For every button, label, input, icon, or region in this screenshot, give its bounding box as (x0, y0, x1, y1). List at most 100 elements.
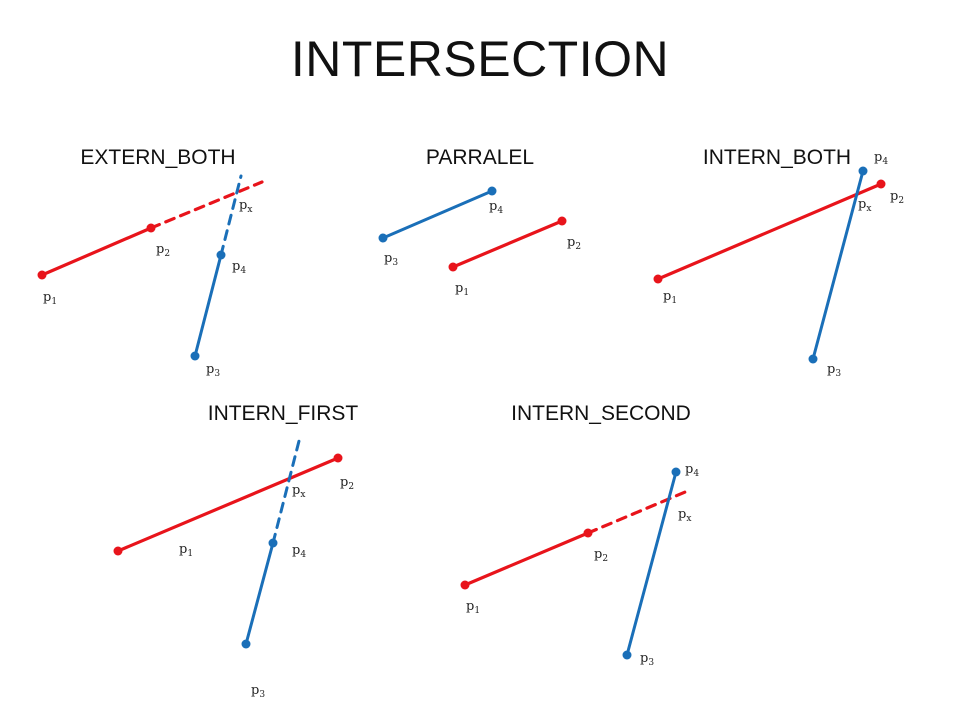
extension-p3-p4 (271, 439, 301, 545)
label-subscript: x (247, 205, 252, 215)
label-base: p (640, 651, 648, 666)
p2-point (487, 186, 497, 196)
label-subscript: x (300, 490, 305, 500)
label-subscript: 1 (463, 288, 469, 298)
label-p3: p3 (206, 362, 220, 379)
segment-p3-p4 (193, 253, 223, 358)
segment-p3-p4 (625, 470, 678, 657)
label-px: px (239, 198, 252, 215)
label-base: p (858, 197, 866, 212)
label-px: px (858, 197, 871, 214)
label-base: p (874, 150, 882, 165)
label-base: p (455, 281, 463, 296)
label-base: p (179, 542, 187, 557)
extension-p1-p2 (586, 488, 692, 535)
label-base: p (567, 235, 575, 250)
segment-p3-p4 (244, 541, 275, 646)
label-subscript: 1 (671, 296, 677, 306)
p1-point (378, 233, 388, 243)
label-p2: p2 (890, 189, 904, 206)
p3-point (622, 650, 632, 660)
label-base: p (685, 462, 693, 477)
label-p1: p1 (179, 542, 193, 559)
segment-p1-p2 (451, 219, 564, 269)
label-subscript: 1 (474, 606, 480, 616)
p1-point (37, 270, 47, 280)
segment-p3-p4 (811, 169, 865, 361)
p2-point (876, 179, 886, 189)
slide-title: INTERSECTION (290, 31, 670, 87)
label-subscript: x (686, 514, 691, 524)
panel-title: PARRALEL (426, 146, 534, 169)
label-base: p (384, 251, 392, 266)
label-base: p (292, 483, 300, 498)
label-subscript: 3 (392, 258, 398, 268)
p2-point (146, 223, 156, 233)
label-base: p (292, 543, 300, 558)
label-subscript: 4 (882, 157, 888, 167)
segment-p1-p2 (116, 456, 340, 553)
label-p4: p4 (685, 462, 699, 479)
p2-point (583, 528, 593, 538)
p4-point (858, 166, 868, 176)
p3-point (190, 351, 200, 361)
p1-point (113, 546, 123, 556)
p3-point (241, 639, 251, 649)
label-base: p (890, 189, 898, 204)
p1-point (460, 580, 470, 590)
extension-p1-p2 (149, 180, 264, 230)
label-subscript: 2 (602, 554, 608, 564)
panel-title: INTERN_BOTH (703, 146, 851, 169)
p3-point (808, 354, 818, 364)
label-p2: p2 (340, 475, 354, 492)
label-p2: p2 (567, 235, 581, 252)
label-p3: p3 (251, 683, 265, 700)
p1-point (653, 274, 663, 284)
label-base: p (827, 362, 835, 377)
label-subscript: x (866, 204, 871, 214)
panel-title: INTERN_FIRST (208, 402, 359, 425)
label-px: px (678, 507, 691, 524)
label-p2: p2 (594, 547, 608, 564)
p3-point (448, 262, 458, 272)
label-p4: p4 (232, 259, 246, 276)
label-base: p (206, 362, 214, 377)
label-subscript: 3 (648, 658, 654, 668)
label-p4: p4 (489, 199, 503, 216)
label-subscript: 3 (259, 690, 265, 700)
label-p1: p1 (43, 290, 57, 307)
label-base: p (466, 599, 474, 614)
label-px: px (292, 483, 305, 500)
label-p3: p3 (384, 251, 398, 268)
label-subscript: 2 (164, 249, 170, 259)
label-p4: p4 (874, 150, 888, 167)
p4-point (268, 538, 278, 548)
label-p3: p3 (827, 362, 841, 379)
p2-point (333, 453, 343, 463)
label-p2: p2 (156, 242, 170, 259)
label-subscript: 2 (575, 242, 581, 252)
segment-p1-p2 (463, 531, 590, 587)
segment-p3-p4 (381, 189, 494, 240)
label-base: p (340, 475, 348, 490)
label-base: p (239, 198, 247, 213)
p4-point (557, 216, 567, 226)
label-p1: p1 (455, 281, 469, 298)
label-p4: p4 (292, 543, 306, 560)
label-subscript: 4 (497, 206, 503, 216)
label-subscript: 1 (187, 549, 193, 559)
label-base: p (156, 242, 164, 257)
label-base: p (251, 683, 259, 698)
label-subscript: 4 (693, 469, 699, 479)
label-base: p (663, 289, 671, 304)
p4-point (216, 250, 226, 260)
label-subscript: 4 (300, 550, 306, 560)
label-p1: p1 (466, 599, 480, 616)
label-subscript: 3 (214, 369, 220, 379)
